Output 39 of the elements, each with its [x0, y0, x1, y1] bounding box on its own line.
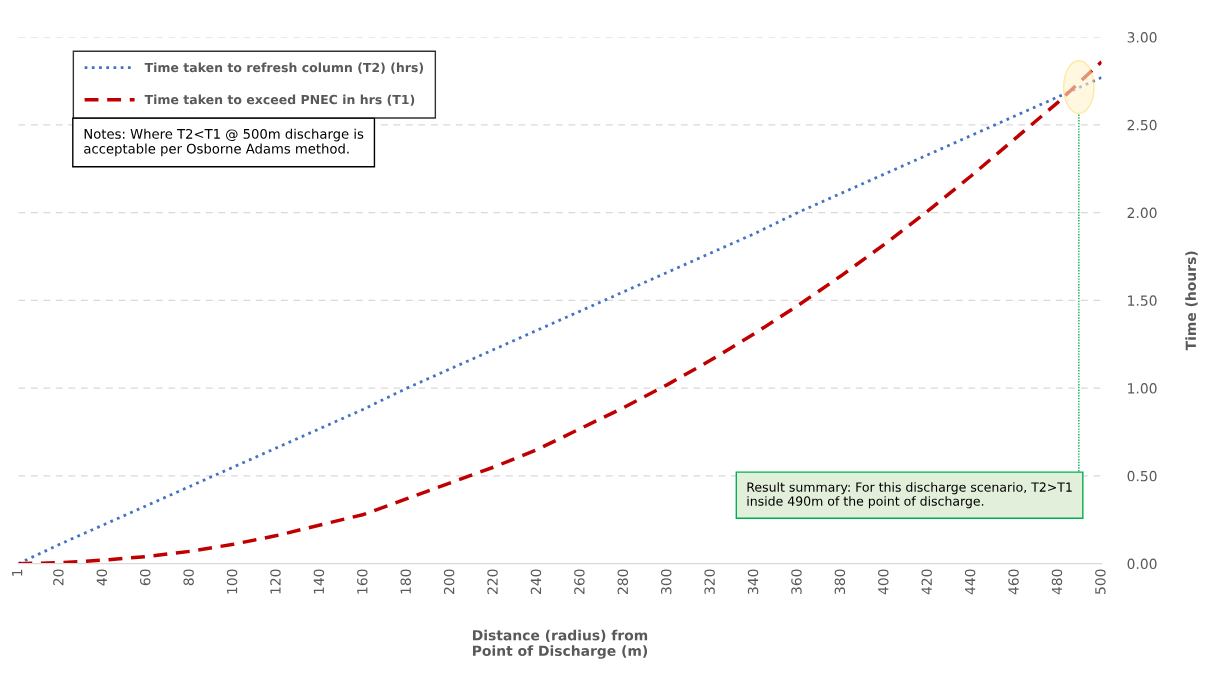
x-tick-label: 80 — [183, 569, 194, 586]
y-tick-label: 2.50 — [1127, 119, 1157, 131]
y-tick-label: 3.00 — [1127, 32, 1157, 43]
x-tick-label: 140 — [313, 569, 325, 594]
y-tick-label: 0.50 — [1127, 470, 1157, 482]
x-tick-label: 440 — [964, 569, 976, 595]
y-tick-label: 2.00 — [1127, 207, 1157, 219]
annotation: Notes: Where T2<T1 @ 500m discharge is acceptable per Osborne Adams method. — [84, 128, 364, 157]
x-tick-label: 320 — [704, 569, 715, 594]
x-tick-label: 200 — [443, 569, 455, 594]
legend-label: Time taken to refresh column (T2) (hrs) — [144, 62, 424, 74]
x-tick-label: 400 — [878, 569, 889, 595]
x-tick-label: 360 — [791, 569, 802, 594]
x-tick-label: 220 — [487, 569, 498, 594]
x-tick-label: 240 — [530, 569, 542, 594]
x-tick-label: 460 — [1008, 569, 1019, 595]
x-tick-label: 380 — [834, 569, 846, 594]
x-axis-title: Distance (radius) from Point of Discharge (m) — [472, 629, 648, 659]
x-tick-label: 280 — [617, 569, 629, 594]
x-tick-label: 20 — [53, 569, 64, 586]
x-tick-label: 160 — [357, 569, 368, 594]
x-tick-label: 300 — [660, 569, 672, 594]
x-tick-label: 180 — [400, 569, 411, 594]
y-tick-label: 0.00 — [1127, 558, 1157, 570]
x-tick-label: 1 — [12, 569, 23, 576]
y-tick-label: 1.00 — [1128, 383, 1157, 394]
annotation: Result summary: For this discharge scenario, T2>T1 inside 490m of the point of discharge. — [747, 482, 1072, 509]
y-axis-title: Time (hours) — [1185, 251, 1198, 351]
x-tick-label: 60 — [139, 569, 151, 586]
x-tick-label: 260 — [574, 569, 585, 594]
legend-label: Time taken to exceed PNEC in hrs (T1) — [144, 94, 415, 106]
x-tick-label: 480 — [1051, 569, 1063, 595]
x-tick-label: 340 — [747, 569, 759, 594]
x-tick-label: 420 — [921, 569, 932, 595]
y-tick-label: 1.50 — [1128, 295, 1157, 306]
x-tick-label: 500 — [1095, 569, 1106, 594]
x-tick-label: 40 — [96, 569, 108, 586]
x-tick-label: 100 — [226, 569, 238, 594]
x-tick-label: 120 — [270, 569, 281, 594]
